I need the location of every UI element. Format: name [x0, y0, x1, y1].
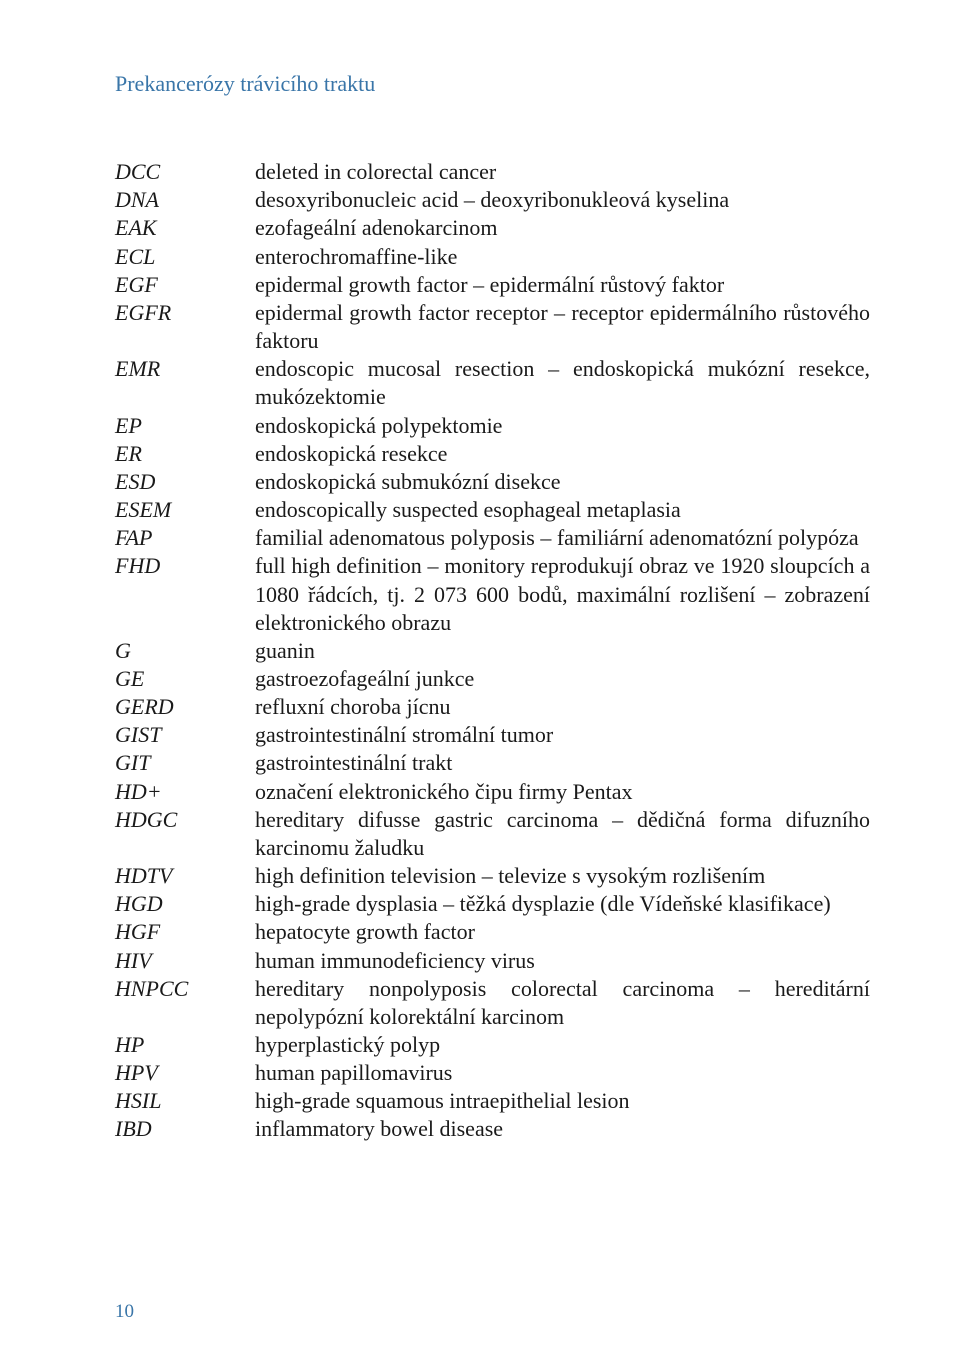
- abbr-definition: označení elektronického čipu firmy Penta…: [255, 778, 870, 806]
- abbr-entry: HPhyperplastický polyp: [115, 1031, 870, 1059]
- abbr-definition: gastrointestinální stromální tumor: [255, 721, 870, 749]
- abbr-entry: HPVhuman papillomavirus: [115, 1059, 870, 1087]
- abbr-term: EP: [115, 412, 255, 440]
- abbr-term: GERD: [115, 693, 255, 721]
- abbr-entry: HD+označení elektronického čipu firmy Pe…: [115, 778, 870, 806]
- abbr-entry: ESDendoskopická submukózní disekce: [115, 468, 870, 496]
- abbr-entry: EGFRepidermal growth factor receptor – r…: [115, 299, 870, 355]
- abbr-term: EGF: [115, 271, 255, 299]
- abbr-term: HD+: [115, 778, 255, 806]
- abbr-definition: ezofageální adenokarcinom: [255, 214, 870, 242]
- abbr-term: DNA: [115, 186, 255, 214]
- abbr-definition: hereditary difusse gastric carcinoma – d…: [255, 806, 870, 862]
- abbr-term: DCC: [115, 158, 255, 186]
- abbr-entry: HNPCChereditary nonpolyposis colorectal …: [115, 975, 870, 1031]
- abbr-definition: gastroezofageální junkce: [255, 665, 870, 693]
- abbr-term: G: [115, 637, 255, 665]
- abbr-entry: DCCdeleted in colorectal cancer: [115, 158, 870, 186]
- abbr-entry: FAPfamilial adenomatous polyposis – fami…: [115, 524, 870, 552]
- abbr-definition: full high definition – monitory reproduk…: [255, 552, 870, 636]
- abbr-entry: ESEMendoscopically suspected esophageal …: [115, 496, 870, 524]
- abbr-term: FHD: [115, 552, 255, 580]
- abbr-entry: HGFhepatocyte growth factor: [115, 918, 870, 946]
- abbr-definition: endoskopická polypektomie: [255, 412, 870, 440]
- abbr-entry: EGFepidermal growth factor – epidermální…: [115, 271, 870, 299]
- abbr-term: GIST: [115, 721, 255, 749]
- abbr-definition: hereditary nonpolyposis colorectal carci…: [255, 975, 870, 1031]
- abbr-definition: human immunodeficiency virus: [255, 947, 870, 975]
- abbr-definition: enterochromaffine-like: [255, 243, 870, 271]
- abbr-term: GE: [115, 665, 255, 693]
- page-header: Prekancerózy trávicího traktu: [115, 70, 870, 98]
- abbr-entry: IBDinflammatory bowel disease: [115, 1115, 870, 1143]
- abbreviation-list: DCCdeleted in colorectal cancerDNAdesoxy…: [115, 158, 870, 1143]
- abbr-definition: endoskopická resekce: [255, 440, 870, 468]
- abbr-entry: HSILhigh-grade squamous intraepithelial …: [115, 1087, 870, 1115]
- abbr-entry: EAKezofageální adenokarcinom: [115, 214, 870, 242]
- abbr-definition: familial adenomatous polyposis – familiá…: [255, 524, 870, 552]
- abbr-definition: guanin: [255, 637, 870, 665]
- abbr-definition: high-grade squamous intraepithelial lesi…: [255, 1087, 870, 1115]
- abbr-entry: GERDrefluxní choroba jícnu: [115, 693, 870, 721]
- abbr-entry: ECLenterochromaffine-like: [115, 243, 870, 271]
- abbr-entry: GITgastrointestinální trakt: [115, 749, 870, 777]
- abbr-definition: inflammatory bowel disease: [255, 1115, 870, 1143]
- abbr-term: HIV: [115, 947, 255, 975]
- abbr-entry: EPendoskopická polypektomie: [115, 412, 870, 440]
- abbr-definition: deleted in colorectal cancer: [255, 158, 870, 186]
- abbr-term: ER: [115, 440, 255, 468]
- abbr-term: HDTV: [115, 862, 255, 890]
- abbr-definition: endoscopic mucosal resection – endoskopi…: [255, 355, 870, 411]
- abbr-entry: HIVhuman immunodeficiency virus: [115, 947, 870, 975]
- abbr-definition: desoxyribonucleic acid – deoxyribonukleo…: [255, 186, 870, 214]
- abbr-entry: GEgastroezofageální junkce: [115, 665, 870, 693]
- abbr-definition: endoscopically suspected esophageal meta…: [255, 496, 870, 524]
- page: Prekancerózy trávicího traktu DCCdeleted…: [0, 0, 960, 1360]
- abbr-entry: HGDhigh-grade dysplasia – těžká dysplazi…: [115, 890, 870, 918]
- abbr-entry: HDGChereditary difusse gastric carcinoma…: [115, 806, 870, 862]
- abbr-entry: DNAdesoxyribonucleic acid – deoxyribonuk…: [115, 186, 870, 214]
- abbr-term: ESEM: [115, 496, 255, 524]
- abbr-definition: hepatocyte growth factor: [255, 918, 870, 946]
- abbr-entry: HDTVhigh definition television – televiz…: [115, 862, 870, 890]
- abbr-term: EGFR: [115, 299, 255, 327]
- page-number: 10: [115, 1300, 134, 1324]
- abbr-entry: FHDfull high definition – monitory repro…: [115, 552, 870, 636]
- abbr-term: ESD: [115, 468, 255, 496]
- abbr-term: FAP: [115, 524, 255, 552]
- abbr-entry: Gguanin: [115, 637, 870, 665]
- abbr-term: HPV: [115, 1059, 255, 1087]
- abbr-term: HSIL: [115, 1087, 255, 1115]
- abbr-term: EMR: [115, 355, 255, 383]
- abbr-term: ECL: [115, 243, 255, 271]
- abbr-definition: high definition television – televize s …: [255, 862, 870, 890]
- abbr-term: HP: [115, 1031, 255, 1059]
- abbr-term: EAK: [115, 214, 255, 242]
- abbr-entry: ERendoskopická resekce: [115, 440, 870, 468]
- abbr-term: IBD: [115, 1115, 255, 1143]
- abbr-term: GIT: [115, 749, 255, 777]
- abbr-definition: hyperplastický polyp: [255, 1031, 870, 1059]
- abbr-definition: gastrointestinální trakt: [255, 749, 870, 777]
- abbr-term: HGD: [115, 890, 255, 918]
- abbr-term: HNPCC: [115, 975, 255, 1003]
- abbr-definition: human papillomavirus: [255, 1059, 870, 1087]
- abbr-definition: refluxní choroba jícnu: [255, 693, 870, 721]
- abbr-definition: endoskopická submukózní disekce: [255, 468, 870, 496]
- abbr-entry: GISTgastrointestinální stromální tumor: [115, 721, 870, 749]
- abbr-term: HGF: [115, 918, 255, 946]
- abbr-definition: epidermal growth factor receptor – recep…: [255, 299, 870, 355]
- abbr-entry: EMRendoscopic mucosal resection – endosk…: [115, 355, 870, 411]
- abbr-definition: epidermal growth factor – epidermální rů…: [255, 271, 870, 299]
- abbr-term: HDGC: [115, 806, 255, 834]
- abbr-definition: high-grade dysplasia – těžká dysplazie (…: [255, 890, 870, 918]
